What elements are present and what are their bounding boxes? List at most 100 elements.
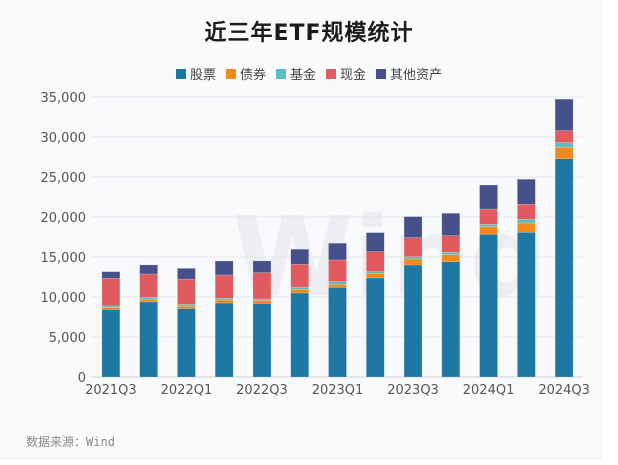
- bar-segment: [101, 309, 121, 378]
- y-tick-label: 15,000: [41, 251, 87, 266]
- legend-item[interactable]: 基金: [275, 64, 316, 83]
- y-tick-label: 5,000: [49, 331, 86, 346]
- y-tick-label: 35,000: [41, 91, 87, 106]
- bar-segment: [366, 273, 385, 279]
- bar-segment: [479, 224, 498, 227]
- legend-label: 其他资产: [390, 68, 443, 83]
- legend: 股票 债券 基金 现金 其他资产: [0, 64, 618, 83]
- x-tick-label: 2022Q3: [236, 383, 288, 398]
- bar-segment: [290, 248, 309, 265]
- bar-segment: [139, 301, 158, 378]
- bar-segment: [139, 264, 158, 275]
- bar-segment: [214, 299, 234, 304]
- legend-item[interactable]: 现金: [326, 64, 366, 83]
- bar-segment: [517, 232, 536, 378]
- bar-segment: [366, 277, 385, 378]
- bar-segment: [403, 264, 423, 378]
- x-tick-label: 2021Q3: [85, 383, 137, 398]
- bar-segment: [554, 146, 574, 159]
- bar-segment: [252, 300, 272, 304]
- data-source-label: 数据来源：: [26, 435, 87, 449]
- bar-segment: [554, 130, 574, 143]
- bar-segment: [403, 237, 423, 257]
- bar-segment: [441, 252, 461, 255]
- bar-segment: [214, 302, 234, 378]
- x-tick-label: 2023Q1: [312, 383, 364, 398]
- y-tick-label: 0: [78, 371, 86, 386]
- bar-segment: [101, 278, 121, 307]
- bar-segment: [139, 273, 158, 298]
- bar-segment: [177, 278, 196, 305]
- bar-segment: [366, 251, 385, 272]
- bar-segment: [441, 261, 461, 378]
- bar-segment: [554, 142, 574, 148]
- bar-segment: [366, 232, 385, 252]
- bar-segment: [290, 289, 309, 294]
- bar-segment: [403, 256, 423, 260]
- bar-segment: [290, 292, 309, 378]
- bar-segment: [214, 298, 234, 301]
- y-tick-label: 25,000: [41, 171, 87, 186]
- bar-segment: [101, 307, 121, 310]
- legend-item[interactable]: 股票: [175, 64, 216, 83]
- legend-label: 现金: [340, 68, 367, 83]
- legend-swatch: [376, 68, 387, 79]
- bar-segment: [403, 258, 423, 266]
- legend-label: 债券: [239, 68, 266, 83]
- bar-segment: [328, 287, 347, 378]
- chart-title: 近三年ETF规模统计: [204, 21, 414, 46]
- bar-segment: [252, 260, 272, 273]
- data-source-value: Wind: [86, 435, 115, 449]
- bar-segment: [366, 271, 385, 274]
- bar-segment: [403, 216, 423, 238]
- x-tick-label: 2024Q3: [538, 383, 590, 398]
- legend-swatch: [326, 68, 336, 79]
- legend-item[interactable]: 其他资产: [376, 64, 442, 83]
- bar-segment: [139, 296, 158, 300]
- bar-segment: [328, 242, 347, 261]
- data-source: 数据来源：Wind: [26, 433, 115, 450]
- bar-segment: [177, 305, 196, 309]
- bar-segment: [554, 98, 574, 131]
- bar-segment: [441, 254, 461, 262]
- chart-card: 近三年ETF规模统计 股票 债券 基金 现金 其他资产 Wind 0 5,000 10,000…: [0, 0, 602, 459]
- bar-segment: [214, 260, 234, 276]
- bar-segment: [441, 212, 461, 236]
- legend-label: 基金: [289, 68, 316, 83]
- bar-segment: [517, 178, 536, 205]
- legend-swatch: [225, 68, 236, 79]
- bar-segment: [252, 303, 272, 378]
- bar-segment: [479, 226, 498, 235]
- bar-segment: [554, 158, 574, 378]
- bar-segment: [290, 264, 309, 288]
- legend-swatch: [175, 68, 186, 79]
- x-tick-label: 2023Q3: [387, 383, 439, 398]
- bar-segment: [139, 299, 158, 303]
- bar-segment: [290, 287, 309, 290]
- bar-segment: [177, 268, 196, 280]
- bar-segment: [328, 284, 347, 288]
- y-tick-label: 10,000: [41, 291, 87, 306]
- bar-segment: [479, 234, 498, 378]
- bar-segment: [517, 204, 536, 220]
- bar-segment: [328, 281, 347, 285]
- bar-segment: [479, 208, 498, 225]
- bar-segment: [177, 308, 196, 378]
- y-tick-label: 20,000: [41, 211, 87, 226]
- x-tick-label: 2024Q1: [463, 383, 515, 398]
- bar-segment: [441, 235, 461, 253]
- y-tick-label: 30,000: [41, 131, 87, 146]
- bar-segment: [328, 259, 347, 282]
- bar-segment: [517, 219, 536, 224]
- bar-segment: [517, 222, 536, 233]
- bar-segment: [177, 304, 196, 307]
- legend-label: 股票: [189, 68, 216, 83]
- bar-segment: [101, 271, 121, 279]
- bar-segment: [252, 272, 272, 300]
- bar-segment: [479, 184, 498, 210]
- bar-segment: [214, 274, 234, 299]
- legend-swatch: [275, 68, 286, 79]
- x-tick-label: 2022Q1: [161, 383, 213, 398]
- legend-item[interactable]: 债券: [225, 64, 266, 83]
